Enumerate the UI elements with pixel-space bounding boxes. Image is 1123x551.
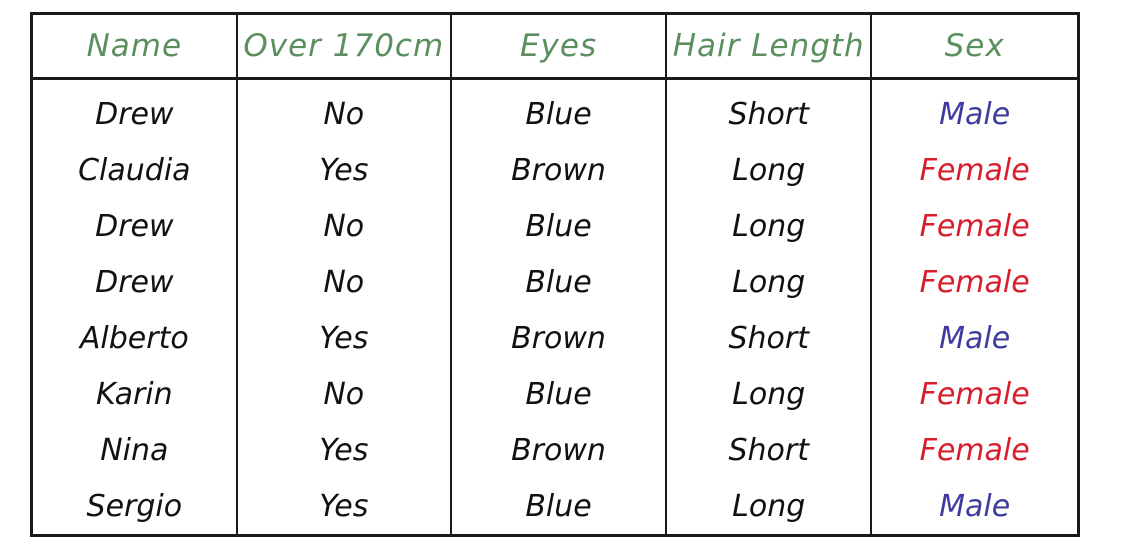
cell-over-170cm: Yes xyxy=(235,310,452,366)
table-row: Sergio Yes Blue Long Male xyxy=(30,478,1080,536)
cell-sex: Female xyxy=(870,422,1080,478)
header-eyes: Eyes xyxy=(449,13,668,80)
cell-eyes: Brown xyxy=(449,422,668,478)
cell-over-170cm: No xyxy=(235,198,452,254)
cell-sex: Female xyxy=(870,142,1080,198)
cell-hair-length: Short xyxy=(665,310,873,366)
cell-sex: Male xyxy=(870,310,1080,366)
cell-eyes: Brown xyxy=(449,142,668,198)
cell-over-170cm: No xyxy=(235,78,452,142)
cell-sex: Female xyxy=(870,366,1080,422)
cell-eyes: Blue xyxy=(449,366,668,422)
header-over-170cm: Over 170cm xyxy=(235,13,452,80)
cell-over-170cm: Yes xyxy=(235,478,452,536)
cell-eyes: Blue xyxy=(449,478,668,536)
header-hair-length: Hair Length xyxy=(665,13,873,80)
cell-name: Karin xyxy=(30,366,238,422)
cell-sex: Female xyxy=(870,198,1080,254)
cell-name: Alberto xyxy=(30,310,238,366)
cell-hair-length: Long xyxy=(665,366,873,422)
table-header: Name Over 170cm Eyes Hair Length Sex xyxy=(30,13,1080,80)
header-name: Name xyxy=(30,13,238,80)
table-row: Drew No Blue Short Male xyxy=(30,78,1080,142)
cell-hair-length: Long xyxy=(665,198,873,254)
cell-over-170cm: Yes xyxy=(235,142,452,198)
cell-name: Claudia xyxy=(30,142,238,198)
cell-hair-length: Long xyxy=(665,142,873,198)
table-row: Alberto Yes Brown Short Male xyxy=(30,310,1080,366)
cell-hair-length: Long xyxy=(665,478,873,536)
cell-hair-length: Short xyxy=(665,78,873,142)
cell-eyes: Brown xyxy=(449,310,668,366)
cell-sex: Male xyxy=(870,78,1080,142)
header-sex: Sex xyxy=(870,13,1080,80)
cell-name: Drew xyxy=(30,198,238,254)
table-row: Karin No Blue Long Female xyxy=(30,366,1080,422)
cell-name: Sergio xyxy=(30,478,238,536)
cell-eyes: Blue xyxy=(449,254,668,310)
cell-name: Drew xyxy=(30,254,238,310)
cell-hair-length: Long xyxy=(665,254,873,310)
table-body: Drew No Blue Short Male Claudia Yes Brow… xyxy=(30,78,1080,536)
data-table: Name Over 170cm Eyes Hair Length Sex Dre… xyxy=(30,12,1080,537)
cell-eyes: Blue xyxy=(449,78,668,142)
cell-over-170cm: No xyxy=(235,254,452,310)
header-row: Name Over 170cm Eyes Hair Length Sex xyxy=(30,13,1080,80)
table-frame: Name Over 170cm Eyes Hair Length Sex Dre… xyxy=(30,12,1080,537)
table-row: Claudia Yes Brown Long Female xyxy=(30,142,1080,198)
cell-eyes: Blue xyxy=(449,198,668,254)
cell-sex: Female xyxy=(870,254,1080,310)
table-row: Nina Yes Brown Short Female xyxy=(30,422,1080,478)
cell-over-170cm: No xyxy=(235,366,452,422)
cell-name: Nina xyxy=(30,422,238,478)
cell-hair-length: Short xyxy=(665,422,873,478)
cell-sex: Male xyxy=(870,478,1080,536)
table-row: Drew No Blue Long Female xyxy=(30,254,1080,310)
cell-over-170cm: Yes xyxy=(235,422,452,478)
cell-name: Drew xyxy=(30,78,238,142)
table-row: Drew No Blue Long Female xyxy=(30,198,1080,254)
